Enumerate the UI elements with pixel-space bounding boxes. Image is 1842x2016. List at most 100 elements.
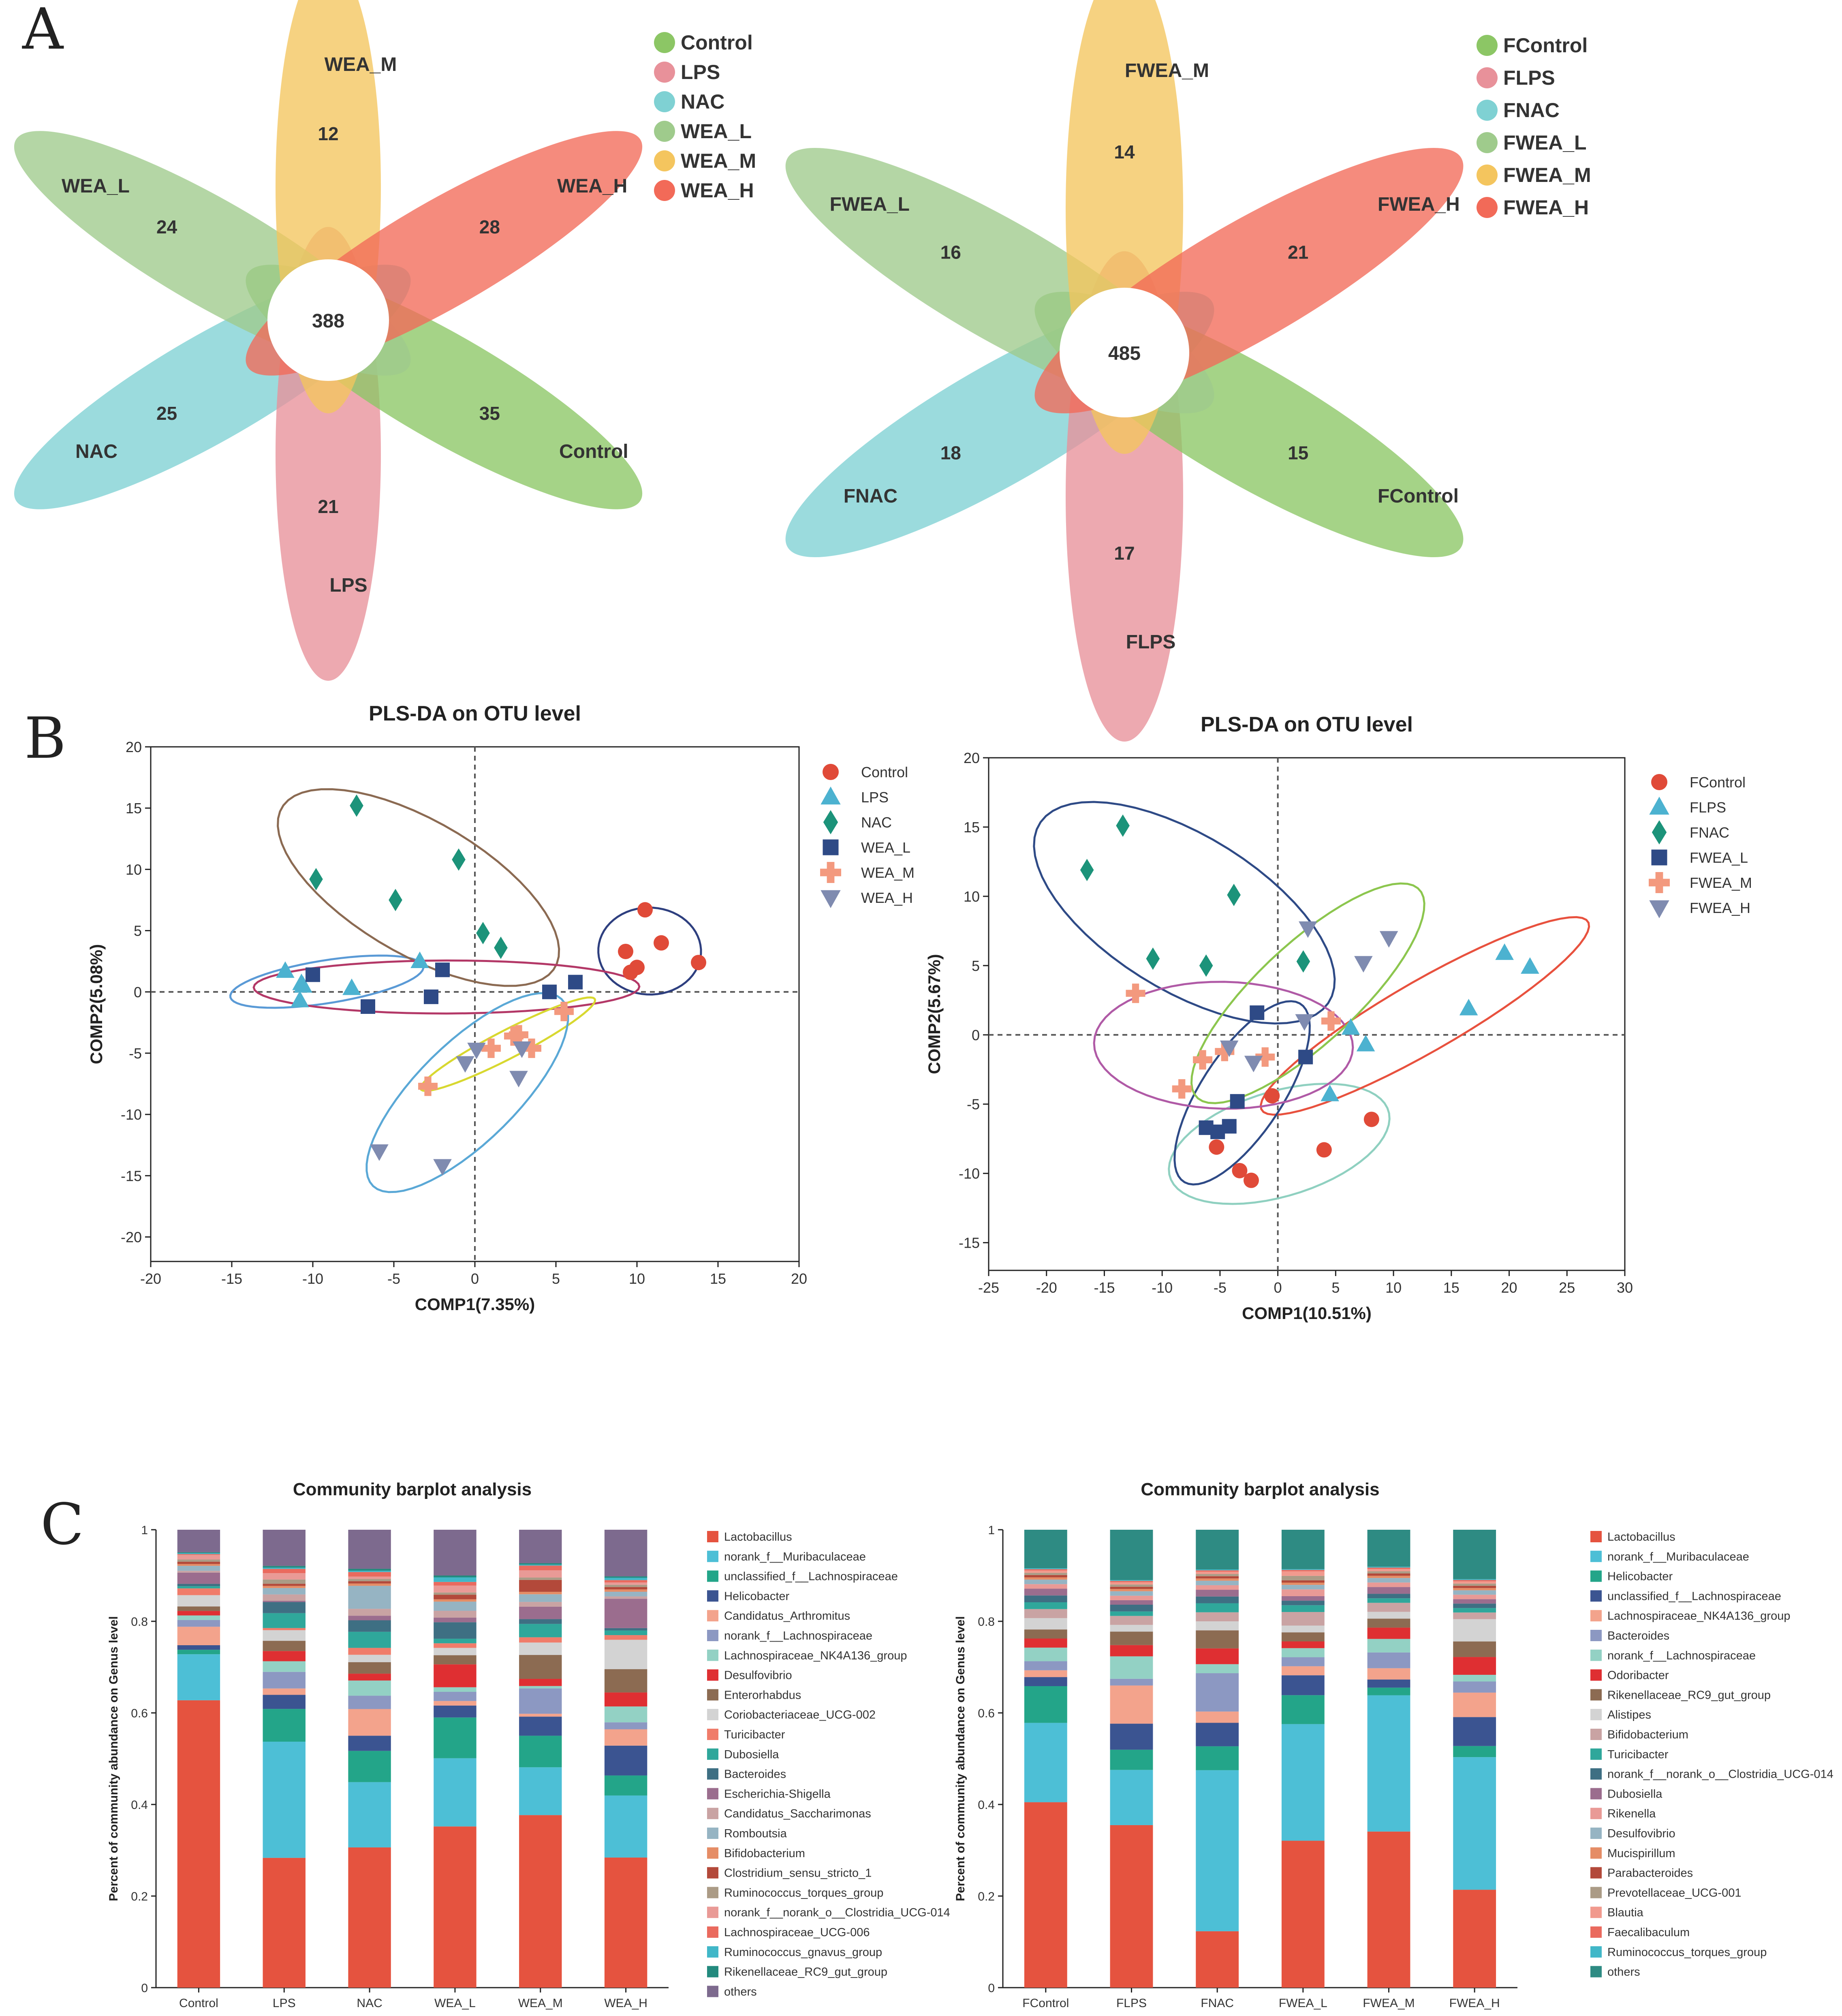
bar-segment [348,1579,391,1582]
bar-segment [177,1645,220,1650]
data-point [1243,1172,1259,1188]
bar-segment [1453,1588,1496,1591]
bar-segment [1024,1686,1067,1723]
legend-marker [823,839,839,855]
legend-swatch [707,1768,718,1780]
bar-segment [1196,1585,1239,1590]
y-axis-label: COMP2(5.67%) [925,954,944,1074]
data-point [1521,957,1539,974]
legend-label: Rikenellaceae_RC9_gut_group [1607,1689,1771,1702]
bar-segment [604,1857,647,1988]
bar-segment [1367,1567,1410,1569]
data-point [637,902,653,918]
bar-segment [434,1592,477,1595]
bar-segment [1024,1580,1067,1584]
bar-segment [604,1530,647,1577]
bar-segment [604,1580,647,1583]
bar-segment [1024,1588,1067,1596]
bar-segment [1453,1757,1496,1890]
bar-segment [434,1577,477,1582]
bar-segment [348,1782,391,1847]
data-point [1199,954,1213,977]
bar-segment [348,1570,391,1572]
bar-segment [1196,1723,1239,1747]
bar-segment [604,1795,647,1858]
community-barplot-2: 0 0.2 0.4 0.6 0.8 1 FControl FLPS FNAC FWEA_L FWEA… [954,1479,1833,2010]
legend-swatch [707,1531,718,1542]
legend-marker [821,787,841,805]
bar-segment [1196,1578,1239,1581]
community-barplot-1: 0 0.2 0.4 0.6 0.8 1 Control LPS NAC WEA_L WEA_M WEA… [107,1479,950,2010]
data-point [1356,1035,1375,1052]
legend-label: Coriobacteriaceae_UCG-002 [724,1708,876,1721]
bar-segment [434,1643,477,1648]
confidence-ellipse [229,954,425,1009]
legend-marker [1649,900,1669,918]
legend-label: NAC [861,814,892,831]
legend-swatch [1477,100,1498,121]
legend-swatch [1590,1847,1602,1859]
legend-label: LPS [861,789,889,806]
bar-segment [1196,1570,1239,1572]
bar-segment [1024,1573,1067,1575]
bar-segment [177,1700,220,1988]
bar-segment [177,1530,220,1552]
legend-label: Turicibacter [1607,1748,1669,1761]
y-tick-label: -10 [959,1165,980,1182]
bar-segment [604,1587,647,1590]
bar-segment [519,1592,562,1595]
bar-segment [1110,1825,1153,1988]
legend-swatch [654,32,675,53]
bar-segment [1196,1630,1239,1648]
legend-label: Parabacteroides [1607,1867,1693,1880]
bar-segment [434,1648,477,1655]
data-point [618,943,633,959]
bar-segment [1281,1724,1325,1841]
legend-swatch [707,1808,718,1819]
bar-segment [1453,1599,1496,1604]
y-tick-label: 0.2 [131,1890,148,1903]
bar-segment [1196,1770,1239,1931]
bar-segment [263,1613,306,1628]
confidence-ellipse [277,788,560,987]
bar-segment [348,1530,391,1569]
bar-segment [519,1565,562,1571]
legend-label: norank_f__Lachnospiraceae [724,1629,872,1642]
y-tick-label: 0.2 [978,1890,995,1903]
legend-label: Desulfovibrio [724,1669,792,1682]
legend-label: LPS [681,61,720,83]
bar-segment [1024,1638,1067,1648]
x-tick-label: FWEA_H [1449,1997,1500,2010]
bar-segment [604,1599,647,1628]
data-point [370,1144,389,1161]
y-tick-label: 5 [972,958,980,974]
bar-segment [1281,1666,1325,1676]
bar-segment [1024,1569,1067,1571]
venn-petal-label: WEA_H [557,175,627,197]
confidence-ellipse [597,906,702,996]
data-point [1321,1011,1341,1031]
legend-swatch [1590,1531,1602,1542]
bar-segment [1281,1632,1325,1642]
x-tick-label: -25 [978,1279,999,1296]
x-tick-label: 25 [1559,1279,1575,1296]
legend-swatch [707,1610,718,1622]
legend-label: WEA_M [681,150,756,172]
legend-swatch [1590,1669,1602,1681]
legend-swatch [654,150,675,171]
legend-swatch [1590,1808,1602,1819]
x-tick-label: 10 [1385,1279,1402,1296]
bar-segment [434,1576,477,1578]
bar-segment [434,1617,477,1623]
bar-segment [263,1602,306,1613]
data-point [1341,1018,1360,1035]
data-point [1495,943,1514,960]
bar-segment [434,1758,477,1827]
bar-segment [1024,1647,1067,1661]
bar-segment [1110,1600,1153,1605]
venn-unique-count: 16 [940,242,961,263]
bar-segment [1281,1582,1325,1585]
x-tick-label: 5 [1331,1279,1340,1296]
venn-petal-label: NAC [75,441,118,462]
y-tick-label: -10 [121,1106,142,1123]
